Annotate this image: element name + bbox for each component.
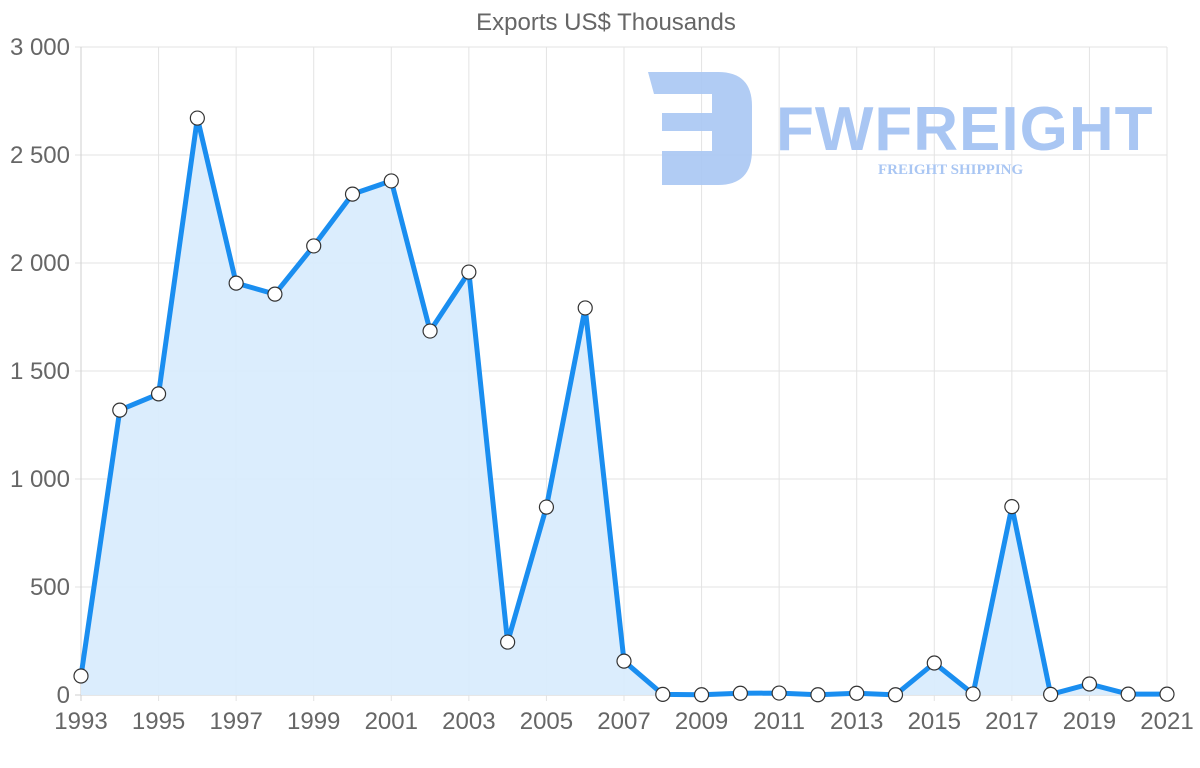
data-point-2006[interactable]: [577, 300, 593, 316]
x-tick-label: 2003: [442, 708, 495, 735]
data-point-2018[interactable]: [1043, 686, 1059, 702]
data-point-1993[interactable]: [73, 668, 89, 684]
x-tick-label: 2013: [830, 708, 883, 735]
data-point-1996[interactable]: [189, 110, 205, 126]
x-tick-label: 1997: [209, 708, 262, 735]
data-point-2000[interactable]: [344, 186, 361, 202]
data-point-1997[interactable]: [228, 275, 244, 291]
data-point-2013[interactable]: [849, 685, 865, 701]
y-tick-label: 1 000: [10, 466, 70, 493]
data-point-2004[interactable]: [500, 634, 516, 650]
y-axis-labels: 0 500 1 000 1 500 2 000 2 500 3 000: [10, 34, 70, 709]
watermark-brand: FWFREIGHT: [776, 95, 1154, 164]
x-tick-label: 2015: [908, 708, 961, 735]
x-tick-label: 2021: [1140, 708, 1193, 735]
x-tick-label: 2009: [675, 708, 728, 735]
data-point-1995[interactable]: [150, 386, 167, 402]
x-tick-label: 2005: [520, 708, 573, 735]
data-point-2009[interactable]: [693, 687, 710, 703]
x-tick-label: 2017: [985, 708, 1038, 735]
data-point-2005[interactable]: [538, 499, 555, 515]
data-point-1999[interactable]: [306, 238, 322, 254]
x-tick-label: 2011: [753, 708, 805, 735]
data-point-2016[interactable]: [965, 686, 981, 702]
area-fill: [81, 118, 1167, 696]
y-tick-label: 0: [57, 682, 70, 709]
x-tick-label: 1993: [54, 708, 107, 735]
data-point-2020[interactable]: [1120, 686, 1136, 702]
data-point-2012[interactable]: [810, 687, 826, 703]
x-tick-label: 1995: [132, 708, 185, 735]
x-tick-label: 2001: [365, 708, 418, 735]
watermark-logo: FWFREIGHT FREIGHT SHIPPING: [648, 72, 1154, 185]
data-point-2007[interactable]: [616, 653, 632, 669]
data-point-1994[interactable]: [112, 402, 128, 418]
x-tick-label: 2007: [597, 708, 650, 735]
data-point-2010[interactable]: [732, 685, 748, 701]
data-point-2014[interactable]: [887, 687, 904, 703]
data-point-2008[interactable]: [655, 686, 671, 702]
watermark-tagline: FREIGHT SHIPPING: [878, 162, 1023, 178]
y-tick-label: 1 500: [10, 358, 70, 385]
data-point-2001[interactable]: [383, 173, 399, 189]
fw-logo-icon: [648, 72, 752, 185]
data-point-2017[interactable]: [1004, 499, 1020, 515]
data-points: [73, 110, 1175, 703]
data-point-2002[interactable]: [422, 323, 438, 339]
x-tick-label: 1999: [287, 708, 340, 735]
data-point-2021[interactable]: [1159, 686, 1175, 702]
data-point-1998[interactable]: [267, 286, 283, 302]
data-point-2011[interactable]: [771, 685, 787, 701]
data-point-2019[interactable]: [1081, 676, 1098, 692]
x-axis-labels: 1993 1995 1997 1999 2001 2003 2005 2007 2009 2011…: [54, 708, 1193, 735]
x-tick-label: 2019: [1063, 708, 1116, 735]
y-tick-label: 3 000: [10, 34, 70, 61]
y-tick-label: 2 500: [10, 142, 70, 169]
y-tick-label: 2 000: [10, 250, 70, 277]
data-point-2003[interactable]: [461, 264, 477, 280]
data-point-2015[interactable]: [926, 655, 942, 671]
y-tick-label: 500: [30, 574, 70, 601]
chart-title: Exports US$ Thousands: [476, 9, 736, 36]
